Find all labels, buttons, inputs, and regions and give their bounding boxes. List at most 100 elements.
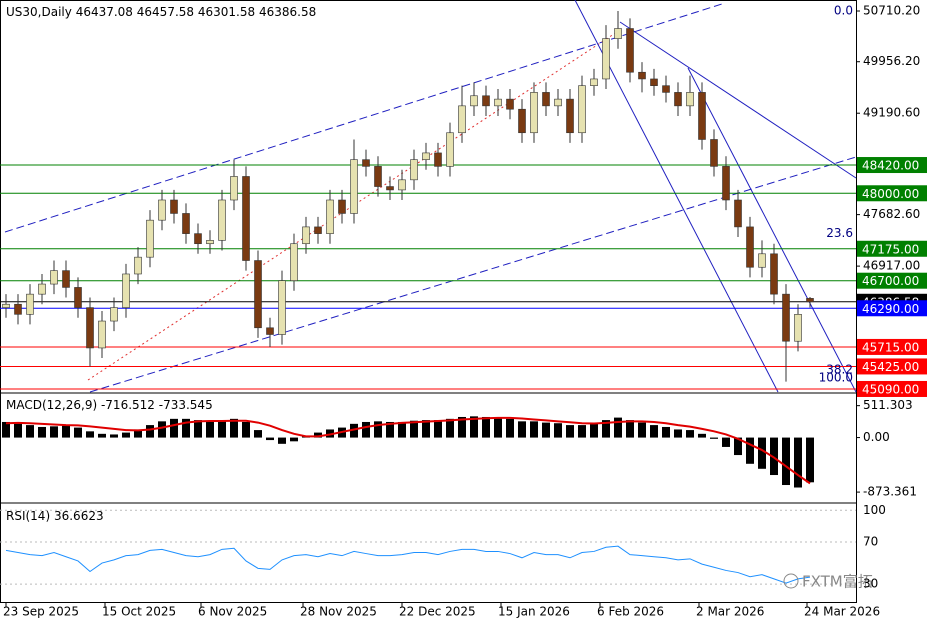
candle-body	[674, 92, 682, 107]
candle-body	[494, 98, 502, 107]
candle-body	[230, 176, 238, 201]
candle-body	[542, 92, 550, 107]
candle-body	[722, 166, 730, 201]
fib-label: 0.0	[834, 4, 853, 18]
y-tick-label: -873.361	[863, 485, 917, 499]
signal-value: -733.545	[159, 398, 213, 412]
y-tick-label: 47682.60	[863, 207, 920, 221]
level-label: 48000.00	[862, 187, 919, 201]
candle-body	[110, 307, 118, 322]
candle-body	[614, 28, 622, 39]
y-tick-label: 0.00	[863, 430, 890, 444]
macd-bar	[2, 421, 10, 438]
candle-body	[806, 298, 814, 303]
close: 46386.58	[259, 5, 316, 19]
y-tick-label: 46917.00	[863, 259, 920, 273]
candle-body	[398, 179, 406, 191]
candle-body	[254, 260, 262, 329]
macd-bar	[98, 433, 106, 438]
macd-bar	[50, 426, 58, 438]
macd-bar	[458, 416, 466, 438]
fib-label: 23.6	[826, 226, 853, 240]
fib-label: 100.0	[819, 371, 853, 385]
candle-body	[374, 166, 382, 187]
candle-body	[506, 98, 514, 110]
candle-body	[62, 270, 70, 288]
candle-body	[170, 199, 178, 214]
candle-body	[746, 226, 754, 268]
macd-bar	[494, 417, 502, 438]
y-tick-label: 70	[863, 534, 878, 548]
candle-body	[458, 105, 466, 134]
y-tick-label: 49190.60	[863, 106, 920, 120]
level-box	[857, 358, 927, 375]
y-tick-label: 100	[863, 503, 886, 517]
macd-value: -716.512	[101, 398, 155, 412]
macd-bar	[146, 425, 154, 438]
candle-body	[710, 139, 718, 167]
candle-body	[194, 233, 202, 245]
macd-bar	[38, 426, 46, 438]
macd-bar	[266, 437, 274, 441]
macd-bar	[26, 425, 34, 438]
candle-body	[386, 186, 394, 191]
x-tick-label: 2 Mar 2026	[696, 605, 764, 619]
level-label: 47175.00	[862, 242, 919, 256]
open: 46437.08	[76, 5, 133, 19]
candle-body	[566, 98, 574, 134]
macd-bar	[518, 421, 526, 438]
level-box	[857, 240, 927, 257]
macd-bar	[470, 416, 478, 438]
trend-line	[687, 67, 857, 393]
candle-body	[686, 92, 694, 107]
macd-bar	[542, 422, 550, 438]
plot	[0, 11, 856, 585]
candle-body	[422, 152, 430, 160]
level-label: 48420.00	[862, 159, 919, 173]
rsi-header: RSI(14) 36.6623	[6, 509, 104, 523]
macd-bar	[110, 434, 118, 438]
macd-bar	[650, 425, 658, 438]
macd-bar	[14, 423, 22, 438]
x-tick-label: 28 Nov 2025	[300, 605, 377, 619]
level-label: 45715.00	[862, 340, 919, 354]
macd-bar	[686, 430, 694, 438]
candle-body	[338, 199, 346, 214]
macd-bar	[62, 425, 70, 438]
y-tick-label: 511.303	[863, 398, 913, 412]
macd-bar	[362, 421, 370, 438]
macd-bar	[590, 423, 598, 438]
macd-bar	[422, 420, 430, 438]
macd-bar	[602, 420, 610, 438]
level-box	[857, 338, 927, 355]
macd-bar	[374, 421, 382, 438]
macd-bar	[530, 421, 538, 438]
level-label: 46700.00	[862, 274, 919, 288]
macd-bar	[554, 423, 562, 438]
symbol: US30,Daily	[6, 5, 72, 19]
y-tick-label: 30	[863, 577, 878, 591]
candle-body	[278, 280, 286, 335]
macd-bar	[314, 432, 322, 438]
candle-body	[650, 78, 658, 86]
macd-bar	[758, 437, 766, 469]
candle-body	[122, 273, 130, 308]
x-tick-label: 15 Oct 2025	[102, 605, 176, 619]
macd-bar	[482, 416, 490, 438]
candle-body	[734, 199, 742, 228]
candle-body	[770, 253, 778, 295]
level-box	[857, 157, 927, 174]
candle-body	[290, 243, 298, 282]
macd-bar	[782, 437, 790, 486]
level-label: 45425.00	[862, 360, 919, 374]
x-tick-label: 6 Nov 2025	[198, 605, 267, 619]
macd-bar	[278, 437, 286, 444]
macd-bar	[242, 421, 250, 438]
macd-bar	[566, 425, 574, 438]
candle-body	[158, 199, 166, 221]
macd-bar	[158, 421, 166, 438]
macd-bar	[698, 433, 706, 438]
macd-bar	[350, 423, 358, 438]
macd-bar	[746, 437, 754, 464]
